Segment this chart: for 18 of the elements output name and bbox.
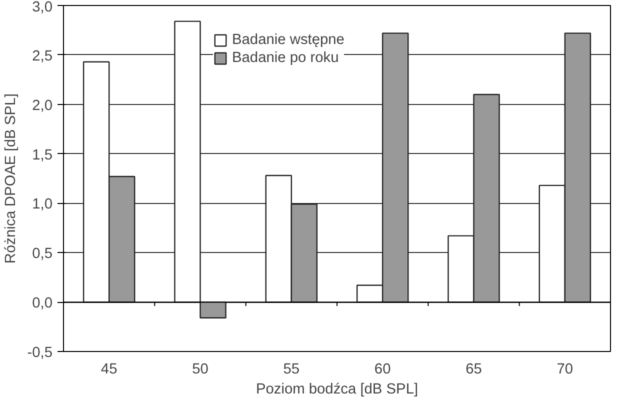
y-tick-label: 3,0 bbox=[32, 0, 52, 16]
x-tick-label: 50 bbox=[192, 362, 208, 378]
y-tick-label: 0,0 bbox=[32, 296, 52, 312]
y-tick-label: 1,0 bbox=[32, 196, 52, 213]
y-tick-label: -0,5 bbox=[27, 345, 53, 361]
y-tick-label: 2,0 bbox=[32, 98, 52, 114]
y-axis-title: Różnica DPOAE [dB SPL] bbox=[3, 93, 20, 264]
y-tick-label: 0,5 bbox=[32, 246, 52, 262]
x-tick-label: 70 bbox=[556, 362, 574, 378]
x-tick-label: 45 bbox=[100, 362, 118, 378]
legend-label: Badanie wstępne bbox=[232, 32, 344, 48]
x-axis-title: Poziom bodźca [dB SPL] bbox=[256, 382, 418, 398]
x-tick-label: 55 bbox=[283, 362, 300, 378]
legend-label: Badanie po roku bbox=[232, 50, 339, 66]
y-tick-label: 1,5 bbox=[32, 147, 52, 164]
x-tick-label: 60 bbox=[374, 362, 391, 378]
x-tick-label: 65 bbox=[466, 362, 482, 378]
y-tick-label: 2,5 bbox=[32, 48, 52, 64]
